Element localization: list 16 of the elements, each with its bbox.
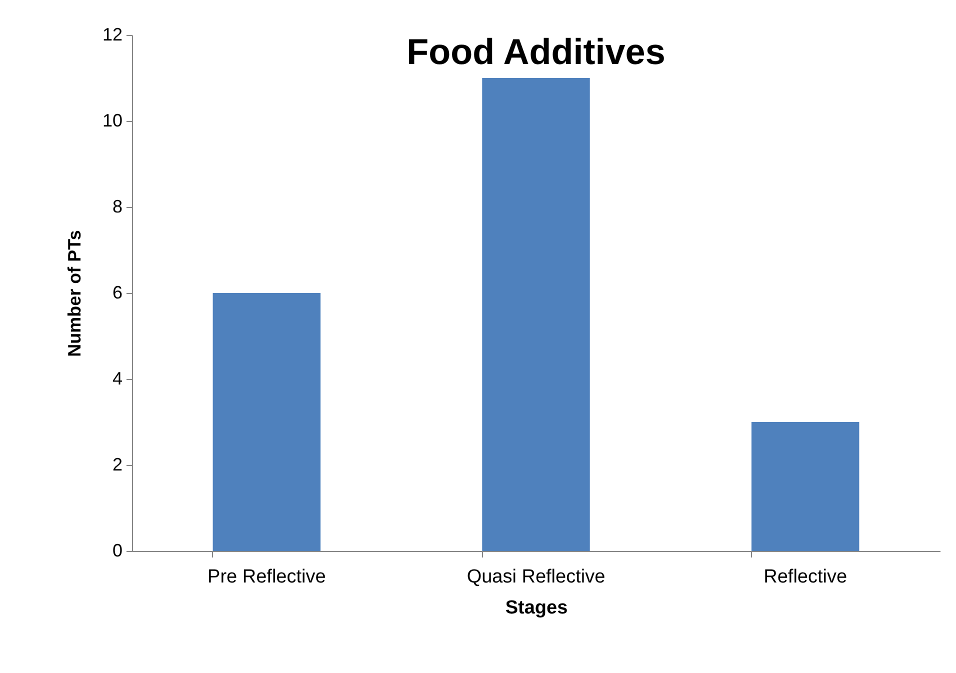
bar [212, 293, 321, 551]
y-tick-label: 0 [112, 540, 122, 560]
x-tick-label: Quasi Reflective [466, 566, 606, 588]
x-tick-label: Reflective [764, 566, 848, 588]
bar [751, 422, 860, 551]
y-tick-label: 12 [102, 24, 122, 44]
y-tick-label: 8 [112, 196, 122, 216]
x-axis-title: Stages [505, 598, 568, 618]
y-tick-label: 4 [112, 368, 122, 388]
y-tick-label: 2 [112, 454, 122, 474]
y-tick-label: 10 [102, 110, 122, 130]
bar [482, 78, 590, 551]
chart-title: Food Additives [406, 31, 666, 72]
x-tick-label: Pre Reflective [208, 566, 326, 588]
y-axis-title: Number of PTs [64, 230, 84, 357]
y-tick-label: 6 [112, 282, 122, 302]
